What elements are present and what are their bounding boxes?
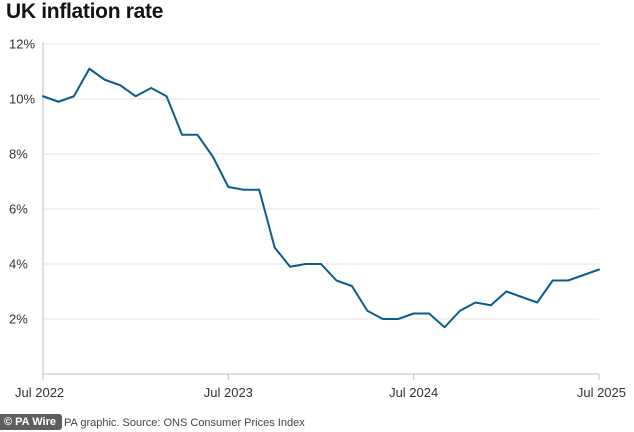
x-tick-label: Jul 2024	[389, 385, 438, 400]
y-axis-ticks: 2% 4% 6% 8% 10% 12%	[9, 37, 35, 327]
x-tick-label: Jul 2023	[204, 385, 253, 400]
line-chart: 2%4%6%8%10%12% Jul 2022 Jul 2023 Jul 2024 J…	[9, 37, 626, 401]
y-tick-label: 10%	[9, 92, 35, 107]
y-tick-label: 8%	[9, 147, 28, 162]
y-tick-label: 4%	[9, 257, 28, 272]
source-note: PA graphic. Source: ONS Consumer Prices …	[64, 417, 305, 429]
chart-title: UK inflation rate	[6, 0, 164, 23]
y-tick-label: 6%	[9, 202, 28, 217]
y-tick-label: 12%	[9, 37, 35, 52]
footer: © PA Wire PA graphic. Source: ONS Consume…	[0, 414, 634, 432]
x-tick-label: Jul 2025	[577, 385, 626, 400]
pa-wire-badge: © PA Wire	[0, 414, 63, 430]
x-axis: Jul 2022 Jul 2023 Jul 2024 Jul 2025	[15, 42, 626, 400]
x-tick-label: Jul 2022	[15, 385, 64, 400]
series-inflation	[42, 67, 600, 329]
y-tick-label: 2%	[9, 312, 28, 327]
series-line	[42, 67, 600, 329]
grid-lines	[43, 43, 599, 320]
